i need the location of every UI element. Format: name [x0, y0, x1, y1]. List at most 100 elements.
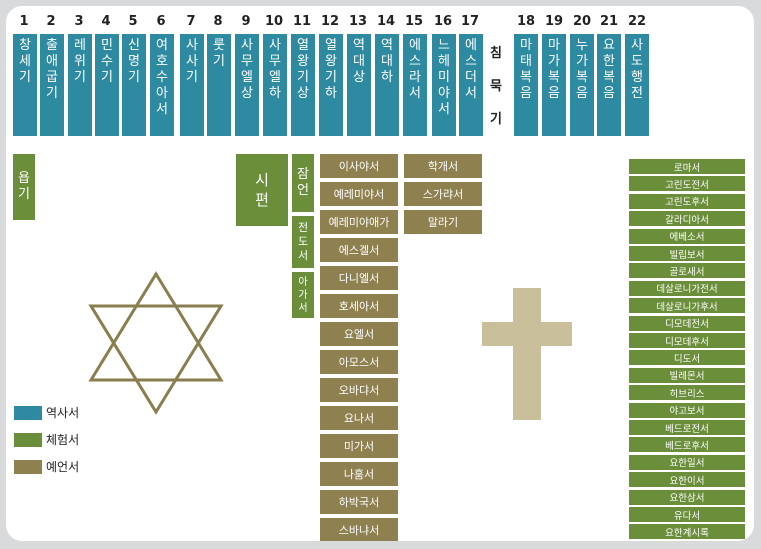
- prophecy-book: 나훔서: [320, 462, 398, 486]
- book-number: 19: [544, 14, 564, 29]
- book-char: 에: [465, 38, 477, 53]
- book-char: 엘: [241, 70, 253, 85]
- book-number: 6: [156, 14, 166, 29]
- book-char: 대: [381, 54, 393, 69]
- epistle-book: 유다서: [628, 506, 746, 523]
- epistle-book: 빌레몬서: [628, 366, 746, 384]
- book-char: 야: [438, 86, 450, 101]
- book-char: 행: [631, 70, 643, 85]
- book-char: 전: [631, 86, 643, 101]
- book-number: 2: [46, 14, 56, 29]
- book-char: 왕: [297, 54, 309, 69]
- prophecy-book: 다니엘서: [320, 266, 398, 290]
- book-number: 4: [101, 14, 111, 29]
- book-char: 에: [409, 38, 421, 53]
- book-char: 사: [186, 38, 198, 53]
- book-number: 7: [186, 14, 196, 29]
- epistle-book: 골로새서: [628, 262, 746, 280]
- prophecy-book: 이사야서: [320, 154, 398, 178]
- book-char: 하: [381, 70, 393, 85]
- book-char: 스: [465, 54, 477, 69]
- book-char: 한: [603, 54, 615, 69]
- book-char: 여: [156, 38, 168, 53]
- book-char: 신: [128, 38, 140, 53]
- book-char: 애: [46, 54, 58, 69]
- book-char: 기: [213, 54, 225, 69]
- book-char: 사: [241, 38, 253, 53]
- epistle-book: 디도서: [628, 349, 746, 367]
- epistle-book: 빌립보서: [628, 245, 746, 262]
- book-number: 10: [264, 14, 284, 29]
- epistle-book: 데살로니가후서: [628, 297, 746, 315]
- book-number: 13: [348, 14, 368, 29]
- prophecy-book: 미가서: [320, 434, 398, 458]
- book-char: 기: [186, 70, 198, 85]
- epistle-book: 히브리스: [628, 384, 746, 402]
- book-char: 역: [353, 38, 365, 53]
- book-char: 기: [297, 70, 309, 85]
- book-char: 열: [325, 38, 337, 53]
- book-char: 기: [101, 70, 113, 85]
- prophecy-book: 예레미야애가: [320, 210, 398, 234]
- prophecy-book: 하박국서: [320, 490, 398, 514]
- book-char: 복: [548, 70, 560, 85]
- book-char: 요: [603, 38, 615, 53]
- book-char: 룻: [213, 38, 225, 53]
- book-char: 열: [297, 38, 309, 53]
- book-char: 왕: [325, 54, 337, 69]
- book-char: 마: [520, 38, 532, 53]
- silent-char: 기: [490, 112, 502, 127]
- book-char: 마: [548, 38, 560, 53]
- book-char: 기: [74, 70, 86, 85]
- silent-char: 침: [490, 46, 502, 61]
- book-char: 기: [128, 70, 140, 85]
- book-char: 서: [438, 102, 450, 117]
- book-char: 아: [156, 86, 168, 101]
- book-job: 욥 기: [13, 154, 35, 220]
- book-number: 16: [433, 14, 453, 29]
- book-char: 상: [297, 86, 309, 101]
- book-char: 음: [548, 86, 560, 101]
- legend-label-prophecy: 예언서: [46, 460, 80, 474]
- book-char: 누: [576, 38, 588, 53]
- book-char: 위: [74, 54, 86, 69]
- epistle-book: 베드로후서: [628, 436, 746, 454]
- book-char: 느: [438, 38, 450, 53]
- book-char: 가: [548, 54, 560, 69]
- book-number: 8: [213, 14, 223, 29]
- book-char: 민: [101, 38, 113, 53]
- book-char: 세: [19, 54, 31, 69]
- book-char: 복: [603, 70, 615, 85]
- book-char: 음: [576, 86, 588, 101]
- book-char: 무: [269, 54, 281, 69]
- epistle-book: 야고보서: [628, 401, 746, 419]
- book-char: 기: [46, 86, 58, 101]
- prophecy-book: 예레미야서: [320, 182, 398, 206]
- epistle-book: 디모데전서: [628, 314, 746, 332]
- epistle-book: 데살로니가전서: [628, 279, 746, 297]
- book-char: 사: [269, 38, 281, 53]
- book-char: 굽: [46, 70, 58, 85]
- legend-label-experience: 체험서: [46, 433, 80, 447]
- book-char: 미: [438, 70, 450, 85]
- book-char: 라: [409, 70, 421, 85]
- book-char: 상: [353, 70, 365, 85]
- epistle-book: 에베소서: [628, 227, 746, 245]
- legend-label-history: 역사서: [46, 406, 80, 420]
- book-number: 22: [627, 14, 647, 29]
- epistle-book: 갈라디아서: [628, 210, 746, 228]
- book-char: 수: [156, 70, 168, 85]
- book-char: 도: [631, 54, 643, 69]
- epistle-book: 고린도후서: [628, 192, 746, 210]
- book-proverbs: 잠 언: [292, 154, 314, 212]
